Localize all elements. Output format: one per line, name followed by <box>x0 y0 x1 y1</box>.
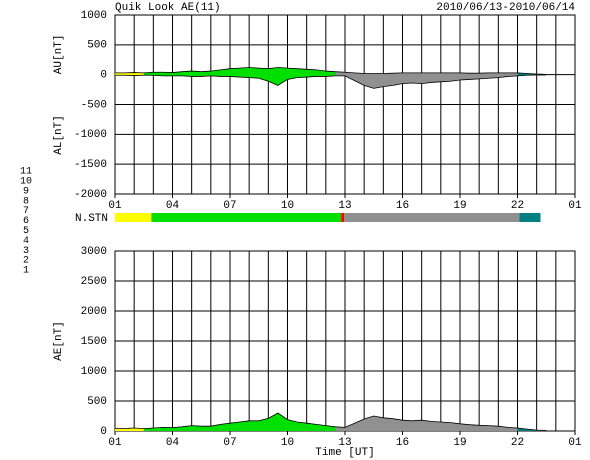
data-line <box>115 67 547 75</box>
x-tick-label: 16 <box>396 200 409 212</box>
station-segment <box>344 213 520 222</box>
y-tick-label: 2500 <box>81 276 107 288</box>
y-tick-label: -1000 <box>74 129 107 141</box>
x-tick-label: 01 <box>108 200 122 212</box>
x-tick-label: 10 <box>281 437 294 449</box>
station-count-label: 5 <box>23 226 29 237</box>
station-count-label: 7 <box>23 206 29 217</box>
y-tick-label: -500 <box>81 99 107 111</box>
x-tick-label: 07 <box>223 200 236 212</box>
x-tick-label: 19 <box>453 437 466 449</box>
y-axis-label: AL[nT] <box>53 115 65 155</box>
area-fill <box>143 413 345 431</box>
y-tick-label: 1500 <box>81 336 107 348</box>
x-tick-label: 16 <box>396 437 409 449</box>
x-tick-label: 13 <box>338 200 351 212</box>
x-tick-label: 04 <box>166 437 180 449</box>
station-count-label: 6 <box>23 216 29 227</box>
station-count-label: 2 <box>23 256 29 267</box>
x-tick-label: 22 <box>511 437 524 449</box>
x-tick-label: 01 <box>108 437 122 449</box>
station-count-label: 11 <box>20 167 32 178</box>
y-tick-label: -2000 <box>74 189 107 201</box>
y-tick-label: 500 <box>87 396 107 408</box>
area-fill <box>143 67 345 86</box>
station-count-label: 1 <box>23 266 29 277</box>
data-line <box>115 412 547 431</box>
y-axis-label: AE[nT] <box>53 321 65 361</box>
x-tick-label: 07 <box>223 437 236 449</box>
station-count-label: 9 <box>23 186 29 197</box>
station-count-label: 4 <box>23 236 29 247</box>
station-segment <box>341 213 345 222</box>
y-tick-label: 0 <box>100 70 107 82</box>
station-count-label: 10 <box>20 177 32 188</box>
y-tick-label: 0 <box>100 426 107 438</box>
stations-label: N.STN <box>75 213 108 225</box>
area-fill <box>335 416 528 431</box>
x-tick-label: 22 <box>511 200 524 212</box>
station-count-label: 8 <box>23 196 29 207</box>
station-segment <box>115 213 152 222</box>
y-tick-label: 1000 <box>81 10 107 22</box>
station-segment <box>151 213 342 222</box>
y-tick-label: 3000 <box>81 246 107 258</box>
station-count-label: 3 <box>23 246 29 257</box>
y-axis-label: AU[nT] <box>53 35 65 75</box>
chart-title: Quik Look AE(11) <box>115 2 221 14</box>
data-line <box>115 74 547 89</box>
x-axis-label: Time [UT] <box>315 447 374 459</box>
y-tick-label: 500 <box>87 40 107 52</box>
x-tick-label: 01 <box>568 200 582 212</box>
x-tick-label: 19 <box>453 200 466 212</box>
x-tick-label: 04 <box>166 200 180 212</box>
area-fill <box>335 71 528 89</box>
station-segment <box>519 213 541 222</box>
y-tick-label: 1000 <box>81 366 107 378</box>
x-tick-label: 10 <box>281 200 294 212</box>
x-tick-label: 01 <box>568 437 582 449</box>
y-tick-label: 2000 <box>81 306 107 318</box>
x-tick-label: 13 <box>338 437 351 449</box>
y-tick-label: -1500 <box>74 159 107 171</box>
date-range: 2010/06/13-2010/06/14 <box>436 2 575 14</box>
